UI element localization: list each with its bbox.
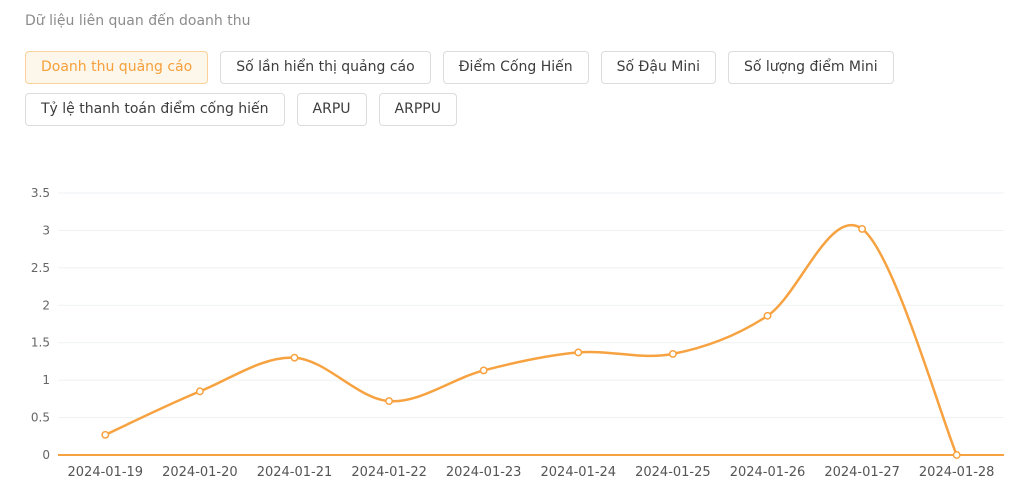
x-axis-tick-label: 2024-01-19 bbox=[68, 465, 144, 480]
filter-tabs: Doanh thu quảng cáo Số lần hiển thị quảng… bbox=[25, 51, 1005, 126]
x-axis-tick-label: 2024-01-20 bbox=[162, 465, 238, 480]
data-point-marker[interactable] bbox=[858, 224, 867, 233]
y-axis-tick-label: 0 bbox=[42, 448, 50, 462]
tab-ty-le-thanh-toan-diem-cong-hien[interactable]: Tỷ lệ thanh toán điểm cống hiến bbox=[25, 93, 285, 126]
x-axis-tick-label: 2024-01-26 bbox=[730, 465, 806, 480]
x-axis-tick-label: 2024-01-27 bbox=[824, 465, 900, 480]
tab-arpu[interactable]: ARPU bbox=[296, 93, 367, 126]
x-axis-tick-label: 2024-01-21 bbox=[257, 465, 333, 480]
y-axis-tick-label: 3.5 bbox=[31, 186, 50, 200]
y-axis-tick-label: 2 bbox=[42, 298, 50, 312]
data-point-marker[interactable] bbox=[952, 451, 961, 459]
tab-doanh-thu-quang-cao[interactable]: Doanh thu quảng cáo bbox=[25, 51, 209, 84]
chart-area: 0 0.5 1 1.5 2 2.5 3 3.5 2024-01-19 2024-01-20 2024… bbox=[0, 160, 1030, 503]
x-axis-tick-label: 2024-01-28 bbox=[919, 465, 995, 480]
tab-so-luong-diem-mini[interactable]: Số lượng điểm Mini bbox=[728, 51, 894, 84]
x-axis-tick-label: 2024-01-25 bbox=[635, 465, 711, 480]
tab-so-dau-mini[interactable]: Số Đậu Mini bbox=[600, 51, 716, 84]
y-axis-tick-label: 3 bbox=[42, 223, 50, 237]
y-axis-tick-label: 0.5 bbox=[31, 411, 50, 425]
page-title: Dữ liệu liên quan đến doanh thu bbox=[25, 13, 251, 29]
data-point-marker[interactable] bbox=[479, 366, 488, 375]
data-point-marker[interactable] bbox=[195, 387, 204, 396]
tab-arppu[interactable]: ARPPU bbox=[378, 93, 457, 126]
tab-diem-cong-hien[interactable]: Điểm Cống Hiến bbox=[442, 51, 589, 84]
y-axis-tick-label: 1.5 bbox=[31, 336, 50, 350]
data-point-marker[interactable] bbox=[101, 430, 110, 439]
data-point-marker[interactable] bbox=[574, 348, 583, 357]
y-axis-tick-label: 1 bbox=[42, 373, 50, 387]
y-axis-tick-label: 2.5 bbox=[31, 261, 50, 275]
x-axis-tick-label: 2024-01-22 bbox=[351, 465, 427, 480]
tab-so-lan-hien-thi-quang-cao[interactable]: Số lần hiển thị quảng cáo bbox=[220, 51, 431, 84]
x-axis-tick-label: 2024-01-24 bbox=[541, 465, 617, 480]
data-point-marker[interactable] bbox=[763, 311, 772, 320]
revenue-line-chart[interactable]: 0 0.5 1 1.5 2 2.5 3 3.5 2024-01-19 2024-01-20 2024… bbox=[0, 160, 1030, 503]
data-point-marker[interactable] bbox=[385, 397, 394, 406]
x-axis-tick-label: 2024-01-23 bbox=[446, 465, 522, 480]
data-point-marker[interactable] bbox=[290, 353, 299, 362]
series-line bbox=[104, 224, 958, 457]
data-point-marker[interactable] bbox=[668, 349, 677, 358]
